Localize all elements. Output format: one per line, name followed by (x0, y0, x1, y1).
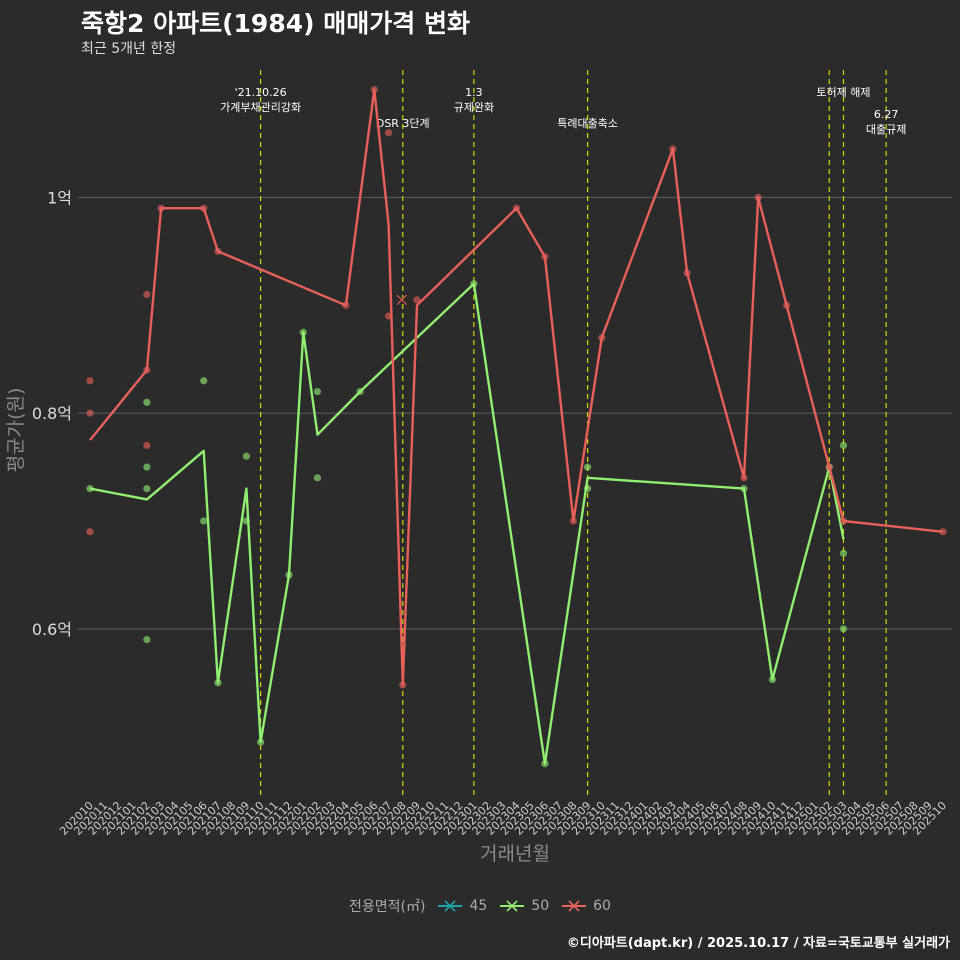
x-axis-label: 거래년월 (480, 843, 550, 865)
y-tick-label: 1억 (47, 188, 72, 207)
data-point-50 (839, 441, 848, 450)
legend: 전용면적(㎡) 45 50 60 (0, 896, 960, 916)
series-line-50 (89, 282, 845, 765)
legend-item-60: 60 (561, 898, 611, 914)
data-point-50 (143, 398, 151, 406)
cross-marker-60 (396, 294, 408, 306)
data-point-60 (86, 409, 94, 417)
gridlines (78, 196, 952, 630)
data-point-50 (313, 387, 322, 396)
series-line-60 (89, 88, 944, 687)
event-annotation: '21.10.26 (235, 86, 287, 99)
data-point-50 (583, 463, 592, 471)
data-point-60 (143, 441, 151, 450)
data-point-60 (86, 377, 94, 385)
data-point-50 (143, 485, 151, 493)
legend-key-45-icon (438, 900, 463, 912)
event-annotation: 6.27 (874, 108, 899, 121)
legend-item-50: 50 (499, 898, 549, 914)
event-annotation: 가계부채관리강화 (220, 101, 301, 114)
chart-subtitle: 최근 5개년 한정 (81, 41, 177, 57)
legend-key-60-icon (562, 900, 587, 912)
event-annotation: 1.3 (465, 86, 483, 99)
legend-item-45: 45 (437, 898, 487, 914)
legend-label-50: 50 (531, 898, 550, 914)
event-annotation: 대출규제 (866, 123, 906, 136)
data-point-50 (143, 463, 151, 471)
data-point-50 (200, 517, 208, 525)
axes-layer: 0.6억0.8억1억평균가(원)202010202011202012202101… (5, 188, 949, 865)
data-point-60 (86, 528, 94, 536)
event-annotation: DSR 3단계 (376, 117, 430, 130)
legend-label-60: 60 (593, 898, 611, 914)
source-caption: ©디아파트(dapt.kr) / 2025.10.17 / 자료=국토교통부 실… (566, 936, 950, 951)
data-point-60 (143, 290, 151, 299)
y-axis-label: 평균가(원) (5, 388, 27, 473)
data-point-60 (384, 129, 393, 137)
event-annotation: 규제완화 (454, 101, 494, 114)
legend-key-50-icon (500, 900, 525, 912)
chart-title: 죽항2 아파트(1984) 매매가격 변화 (81, 9, 470, 38)
y-tick-label: 0.8억 (32, 404, 72, 423)
data-point-50 (242, 452, 250, 460)
legend-title: 전용면적(㎡) (349, 899, 426, 915)
y-tick-label: 0.6억 (32, 620, 72, 639)
series-layer (86, 85, 947, 768)
data-point-50 (200, 377, 208, 385)
data-point-60 (413, 296, 421, 304)
data-point-50 (313, 474, 322, 482)
event-annotation: 특례대출축소 (557, 117, 618, 130)
event-annotation: 토허제 해제 (816, 85, 870, 99)
data-point-50 (143, 636, 151, 644)
data-point-50 (839, 625, 848, 633)
data-point-50 (839, 549, 848, 557)
legend-label-45: 45 (469, 898, 488, 914)
